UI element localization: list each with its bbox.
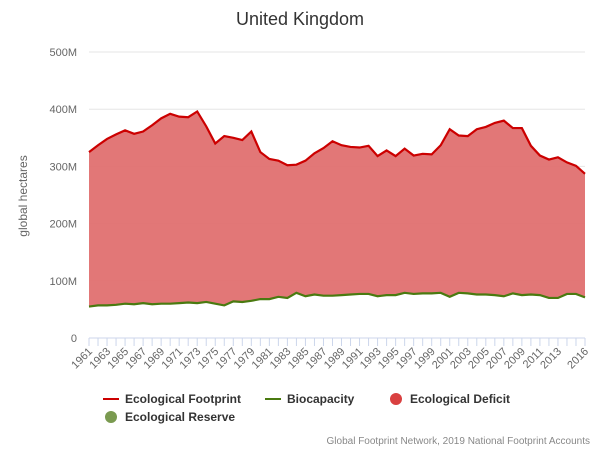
legend-item-biocapacity: Biocapacity [287, 392, 355, 406]
x-tick-label: 2013 [538, 346, 564, 372]
source-credit: Global Footprint Network, 2019 National … [327, 436, 590, 447]
legend-dot-symbol [390, 393, 402, 405]
legend-item-ecological-footprint: Ecological Footprint [125, 392, 241, 406]
y-tick-label: 500M [49, 47, 77, 59]
y-tick-label: 200M [49, 219, 77, 231]
series-line-ecological-footprint [88, 109, 586, 175]
series-line-biocapacity [88, 291, 586, 308]
ecological-deficit-area [89, 111, 585, 307]
x-tick-label: 2016 [565, 346, 591, 372]
legend-item-ecological-deficit: Ecological Deficit [410, 392, 510, 406]
chart-title: United Kingdom [236, 9, 364, 29]
legend-item-ecological-reserve: Ecological Reserve [125, 410, 235, 424]
legend-dot-symbol [105, 411, 117, 423]
y-axis-label: global hectares [16, 155, 30, 236]
y-tick-label: 300M [49, 161, 77, 173]
y-tick-label: 400M [49, 104, 77, 116]
y-tick-label: 100M [49, 276, 77, 288]
y-tick-label: 0 [71, 333, 77, 345]
